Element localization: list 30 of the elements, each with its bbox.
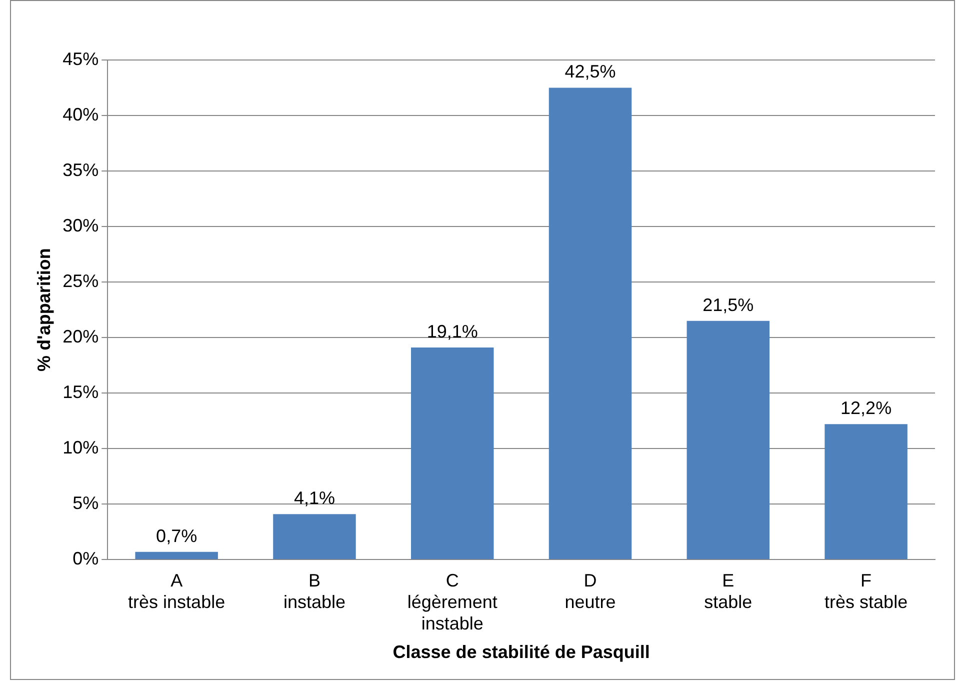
x-tick-label: C légèrement instable — [407, 570, 498, 634]
y-tick-label: 15% — [62, 382, 99, 402]
x-tick-label: F très stable — [824, 570, 908, 612]
data-label: 4,1% — [294, 488, 335, 508]
y-tick-label: 20% — [62, 326, 99, 347]
data-label: 12,2% — [840, 398, 892, 418]
bar — [686, 320, 770, 560]
data-label: 0,7% — [156, 526, 198, 546]
bar — [548, 88, 632, 560]
y-tick-label: 45% — [62, 48, 99, 69]
y-tick-label: 5% — [72, 493, 99, 514]
x-tick-label: D neutre — [564, 570, 616, 612]
bar — [135, 552, 218, 560]
y-tick-label: 0% — [72, 548, 99, 569]
y-tick-label: 30% — [62, 216, 99, 236]
bar — [410, 348, 494, 560]
x-tick-label: E stable — [704, 570, 752, 612]
x-tick-label: A très instable — [128, 570, 226, 612]
bar — [273, 514, 356, 560]
data-label: 19,1% — [426, 322, 478, 342]
y-axis-title: % d'apparition — [34, 248, 54, 372]
y-tick-label: 40% — [62, 104, 99, 124]
data-label: 21,5% — [702, 294, 754, 315]
x-tick-label: B instable — [283, 570, 346, 612]
y-tick-label: 10% — [62, 438, 99, 458]
x-axis-title: Classe de stabilité de Pasquill — [392, 642, 650, 662]
y-tick-label: 25% — [62, 271, 99, 292]
bar — [824, 424, 908, 560]
y-tick-label: 35% — [62, 160, 99, 180]
data-label: 42,5% — [564, 62, 616, 82]
